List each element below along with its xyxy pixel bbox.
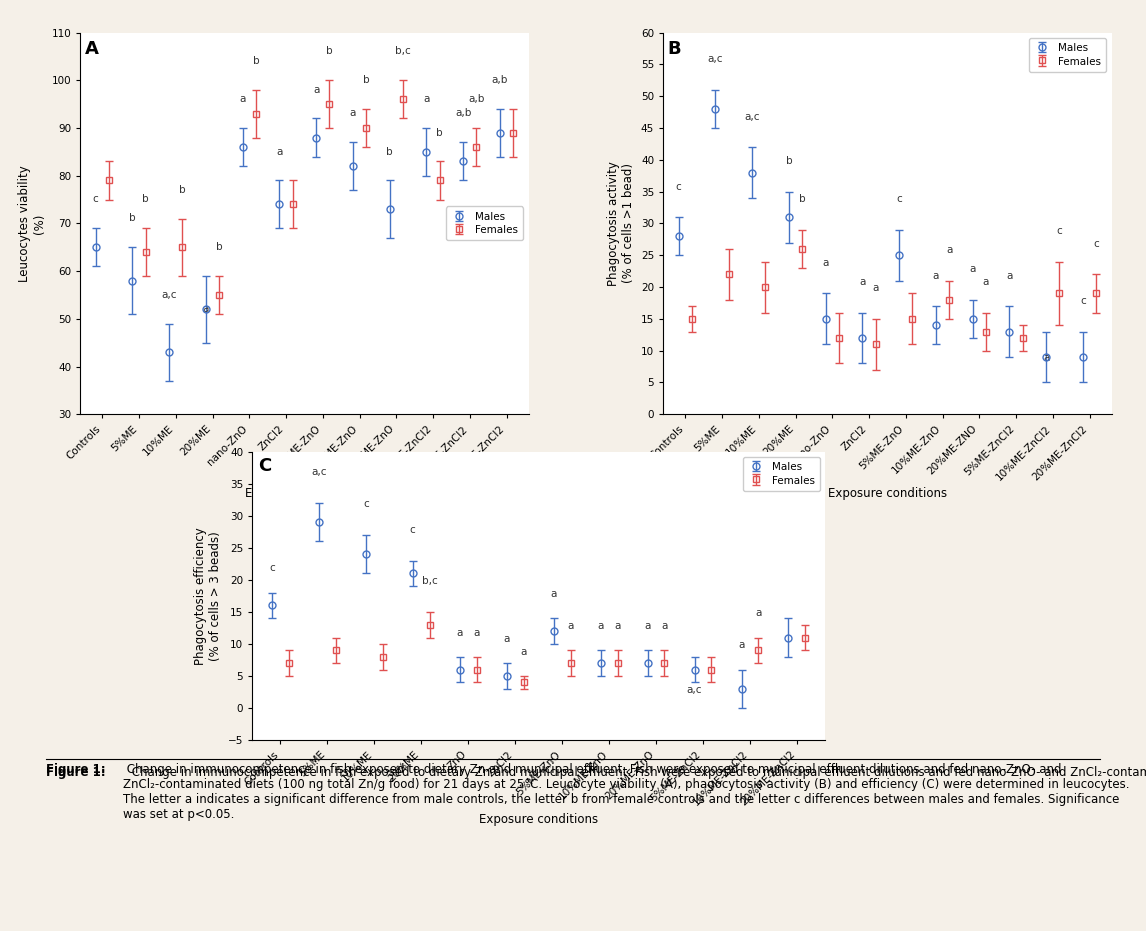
Text: a,c: a,c: [686, 685, 702, 695]
Text: b: b: [327, 47, 332, 57]
Text: b: b: [386, 147, 393, 156]
X-axis label: Exposure conditions: Exposure conditions: [245, 488, 364, 501]
Y-axis label: Phagocytosis efficiency
(% of cells > 3 beads): Phagocytosis efficiency (% of cells > 3 …: [194, 527, 222, 665]
Text: b: b: [142, 195, 149, 204]
Legend: Males, Females: Males, Females: [446, 207, 524, 240]
Text: a: a: [503, 634, 510, 644]
Text: a,c: a,c: [162, 290, 176, 300]
Legend: Males, Females: Males, Females: [1029, 38, 1106, 72]
Text: C: C: [258, 457, 272, 476]
Text: a,b: a,b: [469, 94, 485, 104]
Text: Figure 1:: Figure 1:: [46, 766, 105, 779]
Text: a: a: [1006, 271, 1013, 281]
Text: a: a: [597, 621, 604, 631]
Text: b: b: [129, 213, 135, 223]
Text: a: a: [860, 277, 865, 287]
Text: b: b: [363, 75, 369, 85]
Text: a,c: a,c: [745, 112, 760, 122]
Y-axis label: Leucocytes viability
(%): Leucocytes viability (%): [18, 165, 46, 282]
Text: c: c: [410, 525, 416, 535]
Text: a: a: [423, 94, 430, 104]
Text: a: a: [755, 608, 762, 618]
Text: c: c: [1080, 296, 1085, 306]
Text: a: a: [473, 627, 480, 638]
Y-axis label: Phagocytosis activity
(% of cells >1 bead): Phagocytosis activity (% of cells >1 bea…: [607, 161, 635, 286]
Text: a: a: [644, 621, 651, 631]
X-axis label: Exposure conditions: Exposure conditions: [827, 488, 947, 501]
Text: b: b: [215, 242, 222, 252]
Text: a: a: [933, 271, 939, 281]
Text: b,c: b,c: [395, 47, 410, 57]
Text: a: a: [970, 264, 976, 275]
Text: a: a: [738, 641, 745, 651]
Text: c: c: [93, 195, 99, 204]
Text: a: a: [567, 621, 574, 631]
Text: Change in immunocompetence in fish exposed to dietary Zn and municipal effluent.: Change in immunocompetence in fish expos…: [128, 766, 1146, 779]
Text: c: c: [1093, 239, 1099, 249]
Text: a: a: [276, 147, 283, 156]
Text: b: b: [437, 128, 444, 138]
Text: c: c: [269, 563, 275, 573]
Text: c: c: [896, 195, 902, 205]
Text: a,b: a,b: [492, 75, 508, 85]
Text: c: c: [676, 182, 682, 192]
Text: b: b: [785, 156, 792, 166]
Text: b,c: b,c: [422, 576, 438, 587]
Text: a: a: [350, 109, 356, 118]
Text: A: A: [85, 40, 99, 59]
Text: a,b: a,b: [455, 109, 471, 118]
Text: a,c: a,c: [707, 54, 723, 64]
Text: a: a: [823, 258, 829, 268]
Text: c: c: [1057, 226, 1062, 236]
Text: b: b: [179, 185, 186, 195]
Text: a: a: [550, 589, 557, 599]
Text: a: a: [456, 627, 463, 638]
Text: Figure 1:: Figure 1:: [46, 763, 105, 776]
X-axis label: Exposure conditions: Exposure conditions: [479, 814, 598, 827]
Text: a,c: a,c: [311, 467, 327, 478]
Text: a: a: [240, 94, 246, 104]
Text: c: c: [363, 499, 369, 509]
Legend: Males, Females: Males, Females: [743, 457, 819, 491]
Text: a: a: [872, 283, 879, 293]
Text: a: a: [945, 245, 952, 255]
Text: a: a: [203, 304, 209, 314]
Text: a: a: [313, 85, 320, 95]
Text: a: a: [614, 621, 621, 631]
Text: a: a: [520, 647, 527, 656]
Text: b: b: [799, 195, 806, 205]
Text: a: a: [983, 277, 989, 287]
Text: B: B: [668, 40, 681, 59]
Text: a: a: [661, 621, 668, 631]
Text: a: a: [1043, 354, 1050, 363]
Text: b: b: [252, 56, 259, 66]
Text: Change in immunocompetence in fish exposed to dietary Zn and municipal effluent.: Change in immunocompetence in fish expos…: [123, 763, 1129, 821]
